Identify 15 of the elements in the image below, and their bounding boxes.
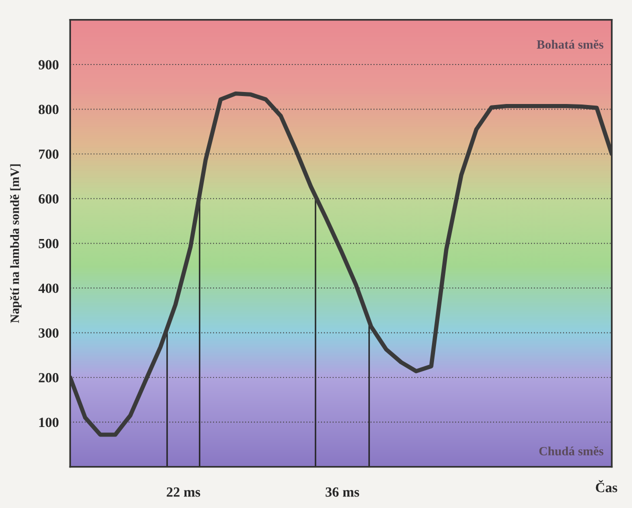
y-tick-label: 900 (38, 60, 59, 70)
y-axis-title: Napětí na lambda sondě [mV] (10, 164, 22, 323)
annotation: Bohatá směs (536, 40, 604, 49)
y-tick-label: 300 (38, 328, 59, 338)
y-tick-label: 700 (39, 150, 59, 159)
y-tick-label: 400 (38, 284, 59, 293)
y-tick-label: 100 (39, 418, 59, 428)
x-axis-title: Čas (596, 480, 618, 492)
annotation: Chudá směs (539, 446, 604, 456)
text: 22 ms (166, 487, 200, 497)
y-tick-label: 800 (38, 104, 59, 114)
y-tick-label: 600 (38, 194, 59, 204)
y-tick-label: 200 (38, 373, 59, 382)
text: 36 ms (326, 487, 360, 497)
y-tick-label: 500 (38, 238, 59, 248)
